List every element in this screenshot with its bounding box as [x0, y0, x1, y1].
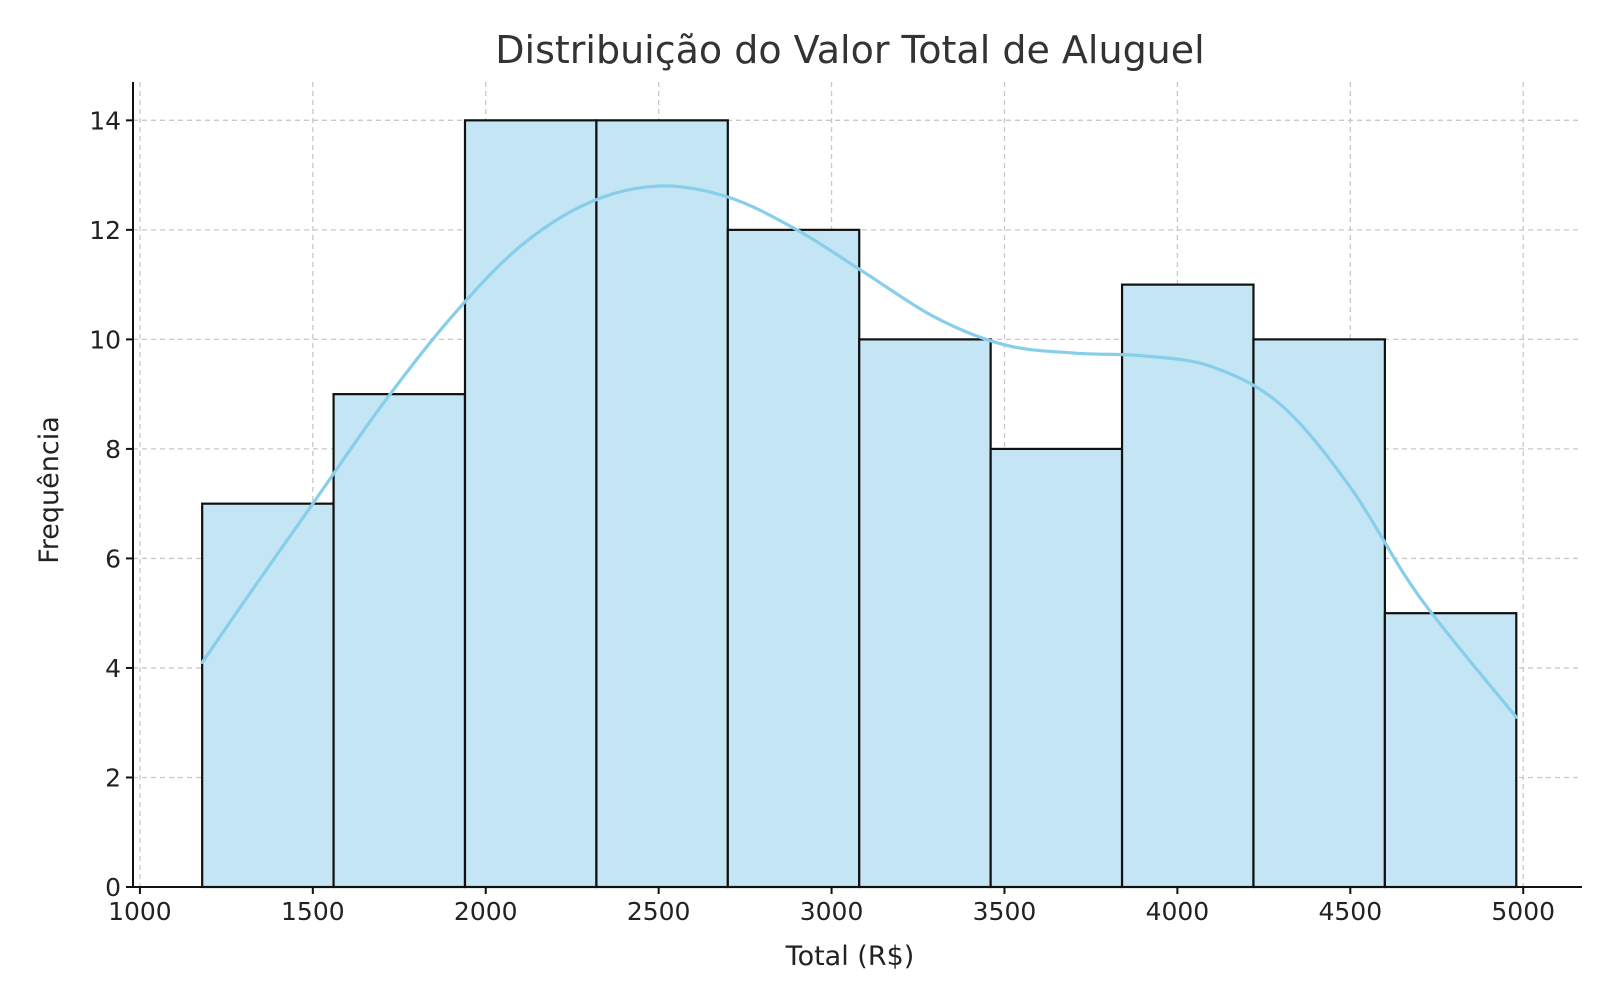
x-tick-label: 2000 [454, 897, 518, 926]
x-tick-label: 4000 [1146, 897, 1210, 926]
kde-line [200, 184, 1518, 719]
x-tick-label: 5000 [1491, 897, 1555, 926]
histogram-bar [1252, 338, 1386, 889]
y-axis-label: Frequência [34, 416, 65, 564]
x-axis-label: Total (R$) [785, 941, 915, 972]
x-tick-label: 2500 [627, 897, 691, 926]
y-tick-label: 2 [105, 763, 121, 792]
x-tick-label: 1000 [108, 897, 172, 926]
histogram-bar [201, 502, 335, 889]
y-tick-label: 4 [105, 654, 121, 683]
x-tick-label: 1500 [281, 897, 345, 926]
axes-layer [132, 82, 1582, 888]
y-tick-label: 14 [89, 106, 121, 135]
histogram-bar [858, 338, 992, 889]
histogram-bar [989, 447, 1124, 889]
histogram-bar [595, 119, 729, 889]
y-tick-label: 6 [105, 544, 121, 573]
histogram-bar [463, 119, 598, 889]
ticks-layer: 1000 1500 2000 2500 3000 3500 4000 4500 5000 0 2 4 6… [89, 106, 1555, 926]
histogram-bar [1383, 612, 1518, 889]
histogram-bar [726, 228, 861, 889]
x-tick-label: 4500 [1318, 897, 1382, 926]
x-tick-label: 3500 [973, 897, 1037, 926]
chart-title: Distribuição do Valor Total de Aluguel [495, 28, 1204, 72]
y-tick-label: 10 [89, 325, 121, 354]
x-tick-label: 3000 [800, 897, 864, 926]
histogram-bar [332, 393, 467, 889]
y-tick-label: 0 [105, 873, 121, 902]
histogram-bars [201, 119, 1518, 889]
y-tick-label: 12 [89, 216, 121, 245]
y-tick-label: 8 [105, 435, 121, 464]
